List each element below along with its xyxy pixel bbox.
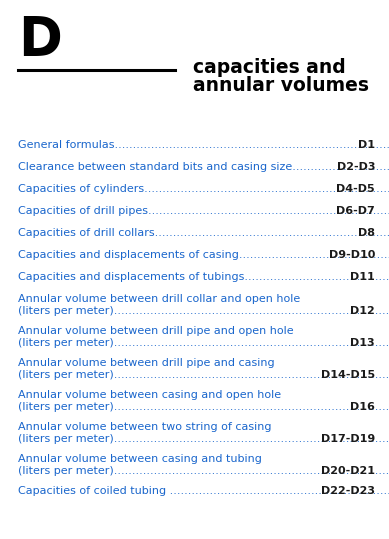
Text: (liters per meter)..............................................................: (liters per meter)......................… [18,306,389,316]
Text: (liters per meter)..............................................................: (liters per meter)......................… [18,402,389,412]
Text: D1: D1 [358,140,375,150]
Text: capacities and: capacities and [193,58,346,77]
Text: D4-D5: D4-D5 [336,184,375,194]
Text: annular volumes: annular volumes [193,76,369,95]
Text: Clearance between standard bits and casing size.................................: Clearance between standard bits and casi… [18,162,389,172]
Text: D2-D3: D2-D3 [336,162,375,172]
Text: D17-D19: D17-D19 [321,434,375,444]
Text: (liters per meter)..............................................................: (liters per meter)......................… [18,466,389,476]
Text: Capacities and displacements of tubings.........................................: Capacities and displacements of tubings.… [18,272,389,282]
Text: D13: D13 [350,338,375,348]
Text: D: D [18,14,62,66]
Text: D12: D12 [350,306,375,316]
Text: (liters per meter)..............................................................: (liters per meter)......................… [18,338,389,348]
Text: Annular volume between drill collar and open hole: Annular volume between drill collar and … [18,294,300,304]
Text: Capacities of cylinders.........................................................: Capacities of cylinders.................… [18,184,389,194]
Text: D9-D10: D9-D10 [329,250,375,260]
Text: Annular volume between drill pipe and open hole: Annular volume between drill pipe and op… [18,326,294,336]
Text: D20-D21: D20-D21 [321,466,375,476]
Text: D16: D16 [350,402,375,412]
Text: Capacities and displacements of casing..........................................: Capacities and displacements of casing..… [18,250,389,260]
Text: (liters per meter)..............................................................: (liters per meter)......................… [18,370,389,380]
Text: Annular volume between casing and open hole: Annular volume between casing and open h… [18,390,281,400]
Text: General formulas................................................................: General formulas........................… [18,140,389,150]
Text: D6-D7: D6-D7 [336,206,375,216]
Text: Annular volume between two string of casing: Annular volume between two string of cas… [18,422,272,432]
Text: Capacities of coiled tubing ....................................................: Capacities of coiled tubing ............… [18,486,389,496]
Text: D22-D23: D22-D23 [321,486,375,496]
Text: D14-D15: D14-D15 [321,370,375,380]
Text: D8: D8 [358,228,375,238]
Text: Capacities of drill pipes.......................................................: Capacities of drill pipes...............… [18,206,389,216]
Text: Annular volume between casing and tubing: Annular volume between casing and tubing [18,454,262,464]
Text: D11: D11 [350,272,375,282]
Text: (liters per meter)..............................................................: (liters per meter)......................… [18,434,389,444]
Text: Annular volume between drill pipe and casing: Annular volume between drill pipe and ca… [18,358,275,368]
Text: Capacities of drill collars.....................................................: Capacities of drill collars.............… [18,228,389,238]
